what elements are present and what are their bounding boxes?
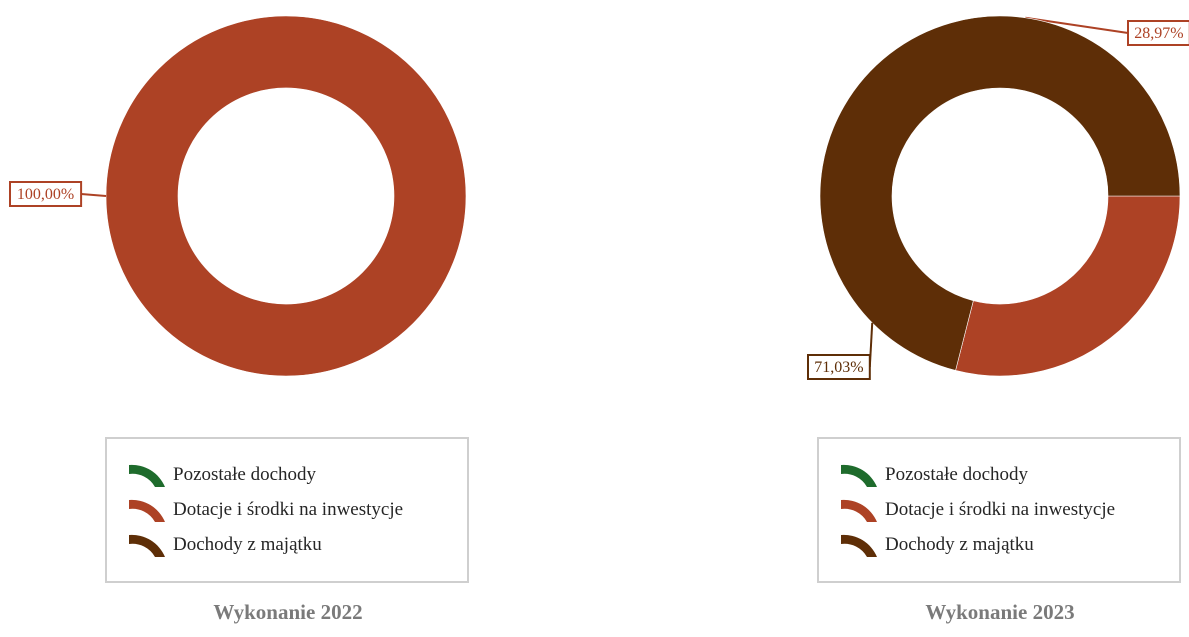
legend-swatch-icon bbox=[129, 534, 165, 557]
chart-title-2023: Wykonanie 2023 bbox=[925, 600, 1075, 624]
legend-label: Dochody z majątku bbox=[173, 534, 322, 555]
legend-label: Pozostałe dochody bbox=[173, 464, 317, 485]
donut-slice-3 bbox=[819, 15, 1181, 371]
legend-label: Dotacje i środki na inwestycje bbox=[885, 499, 1116, 520]
data-label-leader bbox=[1025, 16, 1129, 34]
legend-swatch-icon bbox=[841, 464, 877, 487]
legend-swatch-icon bbox=[841, 534, 877, 557]
data-label: 71,03% bbox=[814, 359, 863, 376]
legend-swatch-icon bbox=[129, 499, 165, 522]
data-label-box bbox=[807, 354, 871, 380]
legend-swatch-icon bbox=[841, 499, 877, 522]
donut-slice-2 bbox=[955, 195, 1181, 377]
donut-chart-2023: 28,97% 71,03% bbox=[807, 15, 1189, 380]
legend-label: Dotacje i środki na inwestycje bbox=[173, 499, 404, 520]
chart-legend-2023: Pozostałe dochody Dotacje i środki na inw… bbox=[817, 437, 1181, 583]
legend-label: Pozostałe dochody bbox=[885, 464, 1029, 485]
data-label-box bbox=[9, 181, 83, 207]
donut-chart-2022: 100,00% bbox=[9, 15, 467, 377]
data-label: 100,00% bbox=[17, 186, 74, 203]
chart-title-2022: Wykonanie 2022 bbox=[213, 600, 363, 624]
chart-legend-2022: Pozostałe dochody Dotacje i środki na inw… bbox=[105, 437, 469, 583]
data-label-box bbox=[1127, 20, 1189, 46]
data-label: 28,97% bbox=[1134, 25, 1183, 42]
data-label-leader bbox=[81, 193, 107, 197]
legend-label: Dochody z majątku bbox=[885, 534, 1034, 555]
legend-swatch-icon bbox=[129, 464, 165, 487]
donut-slice-2 bbox=[105, 15, 467, 377]
